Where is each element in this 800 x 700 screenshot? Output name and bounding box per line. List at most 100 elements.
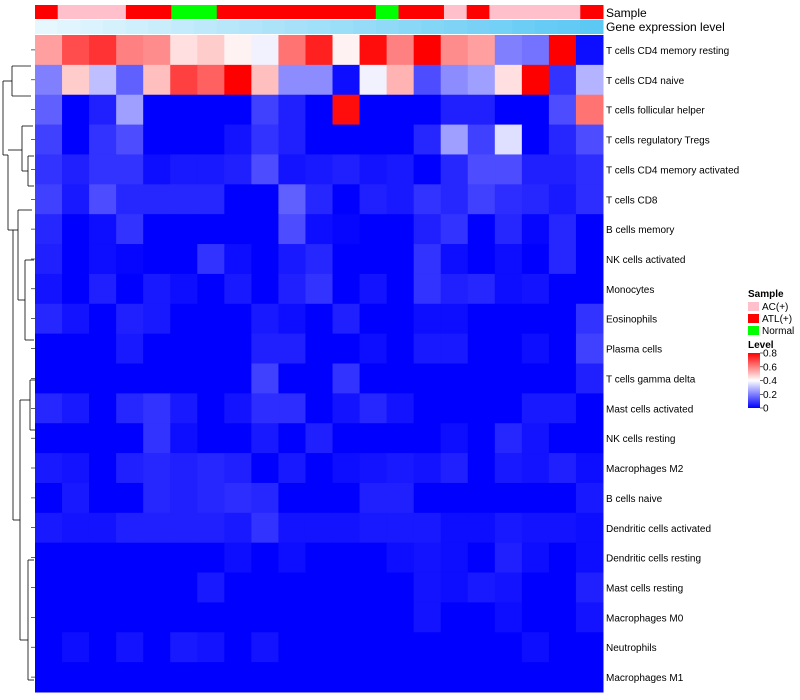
heatmap-cell: [170, 64, 198, 96]
heatmap-cell: [467, 602, 496, 633]
heatmap-cell: [467, 453, 496, 484]
heatmap-cell: [467, 214, 496, 245]
heatmap-cell: [197, 124, 225, 155]
heatmap-cell: [359, 542, 388, 574]
heatmap-cell: [305, 273, 334, 305]
heatmap-cell: [332, 393, 361, 424]
heatmap-cell: [251, 35, 279, 66]
sample-annotation-cell: [557, 5, 581, 19]
heatmap-cell: [332, 124, 361, 155]
sample-annotation-cell: [216, 5, 240, 19]
heatmap-cell: [440, 154, 469, 185]
heatmap-cell: [494, 303, 523, 335]
heatmap-cell: [359, 662, 388, 693]
heatmap-cell: [89, 154, 117, 185]
heatmap-cell: [359, 154, 388, 185]
gene-level-cell: [262, 20, 286, 34]
heatmap-cell: [89, 333, 117, 364]
heatmap-cell: [440, 184, 469, 215]
heatmap-cell: [575, 602, 604, 633]
heatmap-cell: [305, 303, 334, 335]
heatmap-cell: [440, 512, 469, 544]
legend-label-ac: AC(+): [762, 302, 788, 313]
heatmap-cell: [359, 363, 388, 394]
heatmap-cell: [332, 303, 361, 335]
heatmap-cell: [62, 363, 90, 394]
heatmap-cell: [197, 303, 225, 335]
heatmap-cell: [521, 94, 550, 126]
heatmap-cell: [278, 512, 306, 544]
level-ticks: 0.8 0.6 0.4 0.2 0: [760, 349, 777, 415]
heatmap-cell: [89, 393, 117, 424]
heatmap-cell: [251, 154, 279, 185]
heatmap-cell: [224, 542, 252, 574]
heatmap-cell: [467, 423, 496, 454]
heatmap-cell: [386, 303, 415, 335]
row-label: Macrophages M1: [606, 673, 684, 684]
heatmap-cell: [494, 333, 523, 364]
heatmap-cell: [440, 214, 469, 245]
heatmap-cell: [89, 184, 117, 215]
heatmap-cell: [251, 632, 279, 663]
heatmap-cell: [224, 662, 252, 693]
heatmap-cell: [278, 453, 306, 484]
heatmap-cell: [143, 602, 171, 633]
heatmap-cell: [143, 363, 171, 394]
heatmap-cell: [224, 64, 252, 96]
heatmap-cell: [278, 662, 306, 693]
heatmap-cell: [332, 273, 361, 305]
heatmap-cell: [548, 214, 577, 245]
heatmap-cell: [197, 184, 225, 215]
sample-annotation-cell: [330, 5, 354, 19]
heatmap-cell: [224, 453, 252, 484]
heatmap-cell: [224, 214, 252, 245]
sample-annotation-cell: [57, 5, 81, 19]
heatmap-cell: [62, 35, 90, 66]
heatmap-cell: [143, 94, 171, 126]
heatmap-cell: [89, 244, 117, 275]
row-label: Macrophages M2: [606, 464, 684, 475]
heatmap-cell: [116, 64, 144, 96]
heatmap-cell: [440, 64, 469, 96]
heatmap-cell: [359, 453, 388, 484]
heatmap-cell: [35, 94, 63, 126]
heatmap-cell: [62, 632, 90, 663]
heatmap-cell: [359, 572, 388, 603]
sample-annotation-cell: [284, 5, 309, 19]
heatmap-cell: [197, 602, 225, 633]
heatmap-cell: [305, 94, 334, 126]
heatmap-cell: [305, 542, 334, 574]
heatmap-cell: [251, 244, 279, 275]
heatmap-cell: [386, 423, 415, 454]
row-label: Neutrophils: [606, 643, 657, 654]
heatmap-cell: [494, 632, 523, 663]
heatmap-cell: [224, 632, 252, 663]
heatmap-cell: [89, 482, 117, 514]
heatmap-cell: [170, 632, 198, 663]
heatmap-cell: [116, 244, 144, 275]
heatmap-cell: [467, 662, 496, 693]
heatmap-cell: [359, 35, 388, 66]
heatmap-cell: [359, 273, 388, 305]
heatmap-cell: [197, 273, 225, 305]
level-tick-label: 0.2: [763, 390, 777, 401]
heatmap-cell: [89, 303, 117, 335]
heatmap-cell: [413, 35, 442, 66]
heatmap-cell: [332, 94, 361, 126]
gene-level-cell: [353, 20, 377, 34]
gene-level-cell: [466, 20, 490, 34]
gene-level-cell: [35, 20, 59, 34]
heatmap-cell: [332, 423, 361, 454]
heatmap-cell: [143, 393, 171, 424]
heatmap-cell: [62, 572, 90, 603]
heatmap-cell: [116, 482, 144, 514]
heatmap-cell: [521, 303, 550, 335]
heatmap-cell: [170, 244, 198, 275]
heatmap-cell: [413, 453, 442, 484]
heatmap-cell: [521, 184, 550, 215]
heatmap-cell: [548, 244, 577, 275]
heatmap-cell: [278, 632, 306, 663]
heatmap-cell: [359, 244, 388, 275]
heatmap-cell: [197, 214, 225, 245]
heatmap-cell: [35, 35, 63, 66]
